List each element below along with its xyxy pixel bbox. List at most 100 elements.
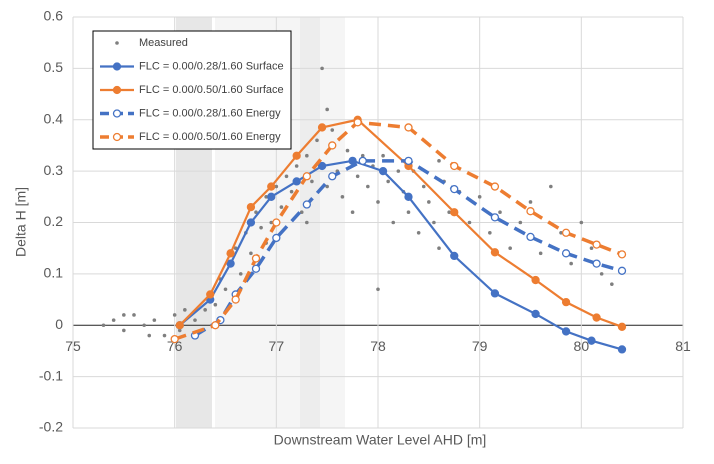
y-tick-label: 0.2 <box>44 213 64 229</box>
marker <box>317 123 327 132</box>
marker <box>211 321 220 330</box>
scatter-point <box>132 313 136 317</box>
scatter-point <box>193 318 197 322</box>
marker <box>251 264 261 273</box>
marker <box>526 232 535 242</box>
y-axis-title: Delta H [m] <box>13 187 29 257</box>
scatter-point <box>340 195 345 199</box>
marker <box>292 151 301 160</box>
marker <box>531 275 540 285</box>
scatter-point <box>447 210 451 215</box>
scatter-point <box>355 174 360 179</box>
scatter-point <box>569 261 573 266</box>
scatter-point <box>421 184 426 189</box>
scatter-point <box>477 195 482 199</box>
scatter-point <box>299 210 304 215</box>
scatter-point <box>386 179 390 184</box>
scatter-point <box>508 246 512 250</box>
marker <box>328 141 337 150</box>
marker <box>450 184 459 194</box>
y-tick-label: 0 <box>55 316 63 332</box>
scatter-point <box>528 200 533 204</box>
scatter-point <box>259 225 263 230</box>
marker <box>561 327 571 336</box>
scatter-point <box>437 159 441 163</box>
x-tick-label: 77 <box>269 338 285 354</box>
scatter-point <box>238 272 243 276</box>
scatter-point <box>599 272 604 276</box>
marker <box>231 295 240 304</box>
marker <box>592 240 601 249</box>
marker <box>592 313 601 322</box>
x-tick-label: 78 <box>370 338 386 354</box>
series-line <box>194 159 623 338</box>
scatter-point <box>432 220 436 225</box>
marker <box>226 249 235 258</box>
scatter-point <box>310 179 314 184</box>
y-tick-label: 0.1 <box>44 265 64 281</box>
marker <box>317 161 327 171</box>
series-line <box>179 159 623 351</box>
scatter-point <box>101 323 106 328</box>
y-tick-label: 0.5 <box>44 59 64 75</box>
marker <box>404 123 413 132</box>
legend-marker <box>112 132 122 142</box>
legend-label: FLC = 0.00/0.28/1.60 Surface <box>139 60 284 72</box>
scatter-point <box>269 220 274 225</box>
scatter-point <box>223 287 228 292</box>
scatter-point <box>579 220 584 225</box>
marker <box>490 182 500 191</box>
scatter-point <box>325 184 329 189</box>
marker <box>526 207 535 216</box>
y-tick-label: 0.6 <box>44 8 64 24</box>
scatter-point <box>305 153 309 158</box>
scatter-point <box>122 313 126 317</box>
scatter-point <box>264 195 268 199</box>
scatter-point <box>437 246 441 250</box>
marker <box>302 172 311 181</box>
scatter-point <box>559 230 563 235</box>
scatter-point <box>345 148 350 153</box>
marker <box>617 322 627 331</box>
scatter-point <box>589 246 594 250</box>
scatter-point <box>172 313 177 317</box>
scatter-point <box>289 189 294 194</box>
scatter-point <box>142 323 146 328</box>
legend-marker <box>112 109 122 118</box>
scatter-point <box>549 184 553 189</box>
scatter-point <box>203 308 207 312</box>
marker <box>246 202 256 212</box>
scatter-point <box>376 287 380 292</box>
scatter-point <box>213 302 218 307</box>
scatter-point <box>122 328 126 333</box>
marker <box>226 259 235 268</box>
scatter-point <box>284 174 289 179</box>
scatter-point <box>396 169 401 173</box>
x-axis-title: Downstream Water Level AHD [m] <box>274 432 487 448</box>
x-tick-label: 79 <box>472 338 488 354</box>
scatter-point <box>177 328 182 333</box>
scatter-point <box>518 220 523 225</box>
y-tick-label: -0.2 <box>39 419 63 435</box>
x-tick-label: 75 <box>65 338 81 354</box>
marker <box>378 166 388 176</box>
legend-label: Measured <box>139 37 188 49</box>
scatter-point <box>376 200 380 204</box>
marker <box>561 297 571 307</box>
x-tick-label: 76 <box>167 338 183 354</box>
scatter-point <box>330 128 335 132</box>
scatter-point <box>279 205 284 209</box>
marker <box>358 156 367 166</box>
marker <box>617 250 627 259</box>
x-tick-label: 81 <box>675 338 691 354</box>
scatter-point <box>294 164 299 168</box>
legend-marker <box>112 85 122 95</box>
marker <box>404 192 413 201</box>
y-tick-label: -0.1 <box>39 367 63 383</box>
marker <box>617 266 627 275</box>
marker <box>302 200 311 209</box>
marker <box>561 228 571 237</box>
y-tick-label: 0.3 <box>44 162 64 178</box>
scatter-point <box>406 210 411 215</box>
x-tick-label: 80 <box>574 338 590 354</box>
